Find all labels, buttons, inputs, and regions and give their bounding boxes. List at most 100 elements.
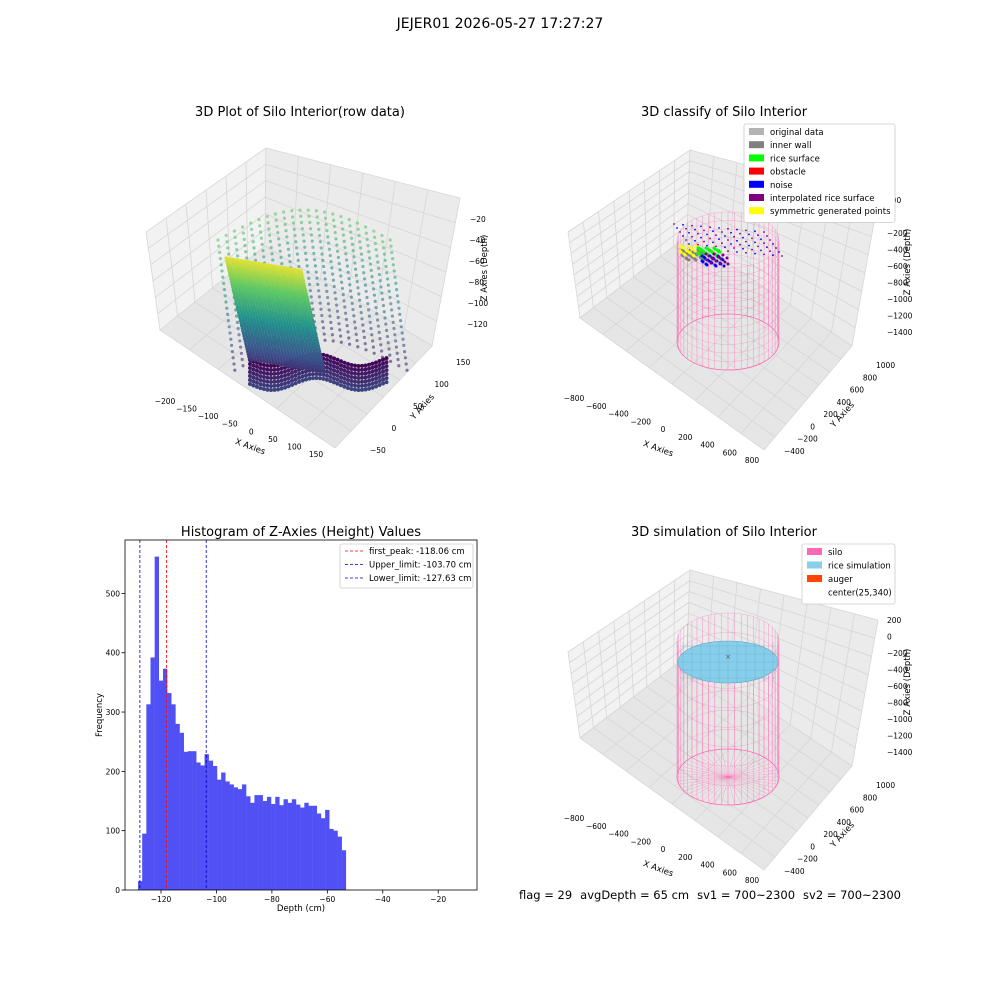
histogram-bar — [158, 680, 164, 890]
silo-ring — [676, 279, 780, 337]
classify-y-tick-label: −400 — [784, 447, 805, 456]
raw-y-tick-label: 50 — [413, 402, 423, 411]
classify-point — [691, 253, 695, 257]
classify-point — [703, 240, 705, 243]
grid-line — [659, 170, 661, 257]
histogram-x-tick-label: −20 — [430, 895, 446, 904]
classify-point — [682, 223, 684, 226]
classify-point — [739, 243, 741, 246]
histogram-bar — [175, 723, 180, 890]
classify-point — [739, 232, 741, 235]
raw-z-ticks: −20 −40 −60 −80 −100 −120 — [467, 215, 488, 329]
silo-spoke — [683, 762, 729, 778]
classify-point — [697, 246, 701, 250]
classify-point — [757, 245, 759, 248]
histogram-x-label: Depth (cm) — [277, 904, 325, 914]
classify-point — [715, 234, 717, 237]
classify-x-tick-label: −400 — [608, 410, 629, 419]
raw-z-label: Z Axies (Depth) — [480, 235, 490, 302]
simulation-x-tick-label: −400 — [608, 830, 629, 839]
classify-point — [724, 235, 726, 237]
simulation-3d-box — [567, 569, 879, 871]
classify-point — [707, 254, 711, 258]
classify-point — [697, 232, 699, 235]
silo-spoke — [727, 776, 760, 800]
histogram-bar — [208, 760, 214, 890]
grid-line — [569, 160, 690, 244]
classify-point — [709, 249, 713, 253]
simulation-z-tick-label: −1200 — [887, 732, 913, 741]
simulation-legend-swatch — [807, 548, 822, 555]
raw-panel-title: 3D Plot of Silo Interior(row data) — [195, 105, 405, 120]
histogram-bar — [296, 804, 301, 890]
classify-point — [687, 250, 691, 254]
grid-line — [646, 266, 820, 386]
classify-point — [727, 227, 729, 230]
classify-point — [736, 251, 738, 253]
classify-legend-label: rice surface — [770, 154, 820, 164]
classify-point — [706, 244, 708, 247]
classify-point — [678, 249, 682, 253]
classify-point — [714, 259, 718, 263]
classify-x-tick-label: −600 — [586, 402, 607, 411]
simulation-3d-panel: 3D simulation of Silo Interior × −800−60… — [564, 525, 913, 885]
simulation-z-tick-label: 200 — [887, 616, 902, 625]
axis-pane — [579, 235, 853, 451]
grid-line — [660, 256, 831, 373]
simulation-panel-title: 3D simulation of Silo Interior — [631, 525, 818, 540]
classify-point — [727, 239, 729, 241]
silo-spoke — [677, 776, 729, 781]
classify-legend-label: interpolated rice surface — [770, 194, 875, 204]
histogram-x-tick-label: −60 — [319, 895, 335, 904]
histogram-bar — [325, 809, 330, 890]
classify-point — [742, 247, 744, 250]
simulation-legend: silo rice simulation auger center(25,340) — [801, 543, 896, 605]
classify-point — [721, 231, 723, 233]
raw-x-tick-label: 50 — [268, 435, 278, 444]
grid-line — [830, 613, 855, 753]
grid-line — [245, 161, 248, 261]
simulation-rice-surface: × — [677, 640, 779, 684]
classify-point — [724, 246, 726, 249]
classify-point — [718, 262, 722, 266]
histogram-bar — [142, 833, 147, 890]
raw-x-label: X Axies — [234, 437, 267, 457]
classify-point — [712, 230, 714, 233]
classify-point — [694, 228, 696, 231]
raw-y-tick-label: −50 — [370, 446, 386, 455]
silo-ring — [676, 632, 780, 689]
histogram-bar — [341, 850, 347, 890]
classify-point — [772, 254, 774, 257]
silo-spoke — [683, 776, 729, 792]
histogram-bar — [154, 556, 160, 890]
status-footer: flag = 29 avgDepth = 65 cm sv1 = 700~2300 s… — [519, 888, 909, 902]
classify-point — [715, 248, 719, 252]
classify-point — [766, 246, 768, 249]
classify-legend-swatch — [749, 141, 764, 149]
classify-point — [703, 229, 705, 232]
grid-line — [689, 591, 872, 657]
classify-point — [718, 250, 722, 254]
silo-ring — [676, 729, 780, 786]
classify-points — [673, 223, 783, 268]
classify-point — [673, 223, 675, 225]
silo-spoke — [727, 776, 765, 797]
silo-spoke — [691, 776, 729, 797]
histogram-legend-frame — [339, 543, 474, 589]
histogram-bar — [179, 732, 184, 890]
classify-x-label: X Axies — [642, 439, 675, 459]
classify-point — [713, 263, 717, 267]
classify-x-tick-label: 800 — [745, 456, 760, 465]
histogram-bar — [200, 765, 205, 890]
classify-point — [687, 258, 691, 262]
silo-ring — [676, 271, 780, 328]
grid-line — [740, 751, 832, 854]
grid-line — [643, 600, 648, 687]
histogram-legend-label: Lower_limit: -127.63 cm — [369, 574, 471, 584]
silo-ring — [676, 305, 780, 362]
histogram-bar — [262, 801, 268, 890]
raw-z-tick-label: −100 — [468, 299, 489, 308]
grid-line — [628, 610, 634, 698]
classify-legend: original data inner wall rice surface obsta… — [743, 123, 896, 223]
silo-spoke — [727, 776, 748, 803]
